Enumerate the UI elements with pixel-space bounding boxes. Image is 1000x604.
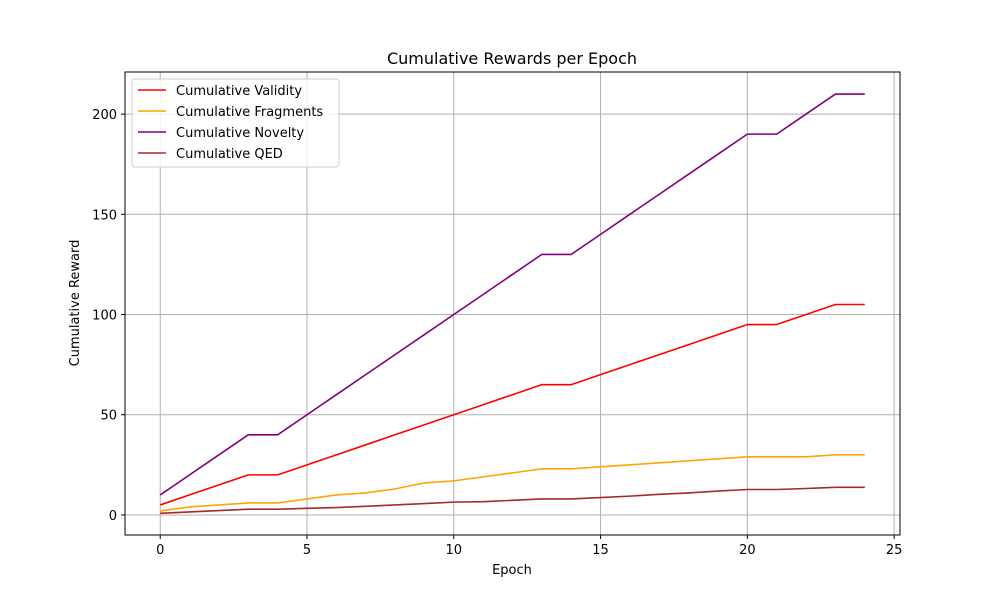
y-tick-label: 0 [109, 509, 117, 524]
chart-title: Cumulative Rewards per Epoch [387, 49, 637, 68]
legend: Cumulative Validity Cumulative Fragments C… [131, 78, 340, 168]
y-axis-label: Cumulative Reward [68, 240, 83, 367]
x-tick-label: 15 [592, 543, 609, 558]
axis-ticks: 0 5 10 15 20 25 0 50 100 150 200 [92, 108, 902, 558]
y-tick-label: 150 [92, 208, 117, 223]
x-tick-label: 25 [886, 543, 903, 558]
legend-label: Cumulative Validity [176, 84, 302, 99]
y-tick-label: 100 [92, 309, 117, 324]
y-tick-label: 200 [92, 108, 117, 123]
legend-box [131, 78, 340, 168]
legend-label: Cumulative QED [176, 147, 283, 162]
plot-frame [124, 71, 901, 536]
x-tick-label: 20 [739, 543, 756, 558]
x-tick-label: 0 [156, 543, 164, 558]
series-line-3 [159, 93, 865, 496]
x-axis-label: Epoch [492, 563, 532, 578]
x-tick-label: 10 [446, 543, 463, 558]
series-line-4 [160, 486, 865, 515]
series-line-1 [159, 303, 865, 506]
x-tick-label: 5 [303, 543, 311, 558]
series-lines [159, 93, 865, 515]
y-tick-label: 50 [100, 409, 117, 424]
legend-label: Cumulative Fragments [176, 105, 323, 120]
legend-label: Cumulative Novelty [176, 126, 304, 141]
series-line-2 [160, 454, 865, 512]
